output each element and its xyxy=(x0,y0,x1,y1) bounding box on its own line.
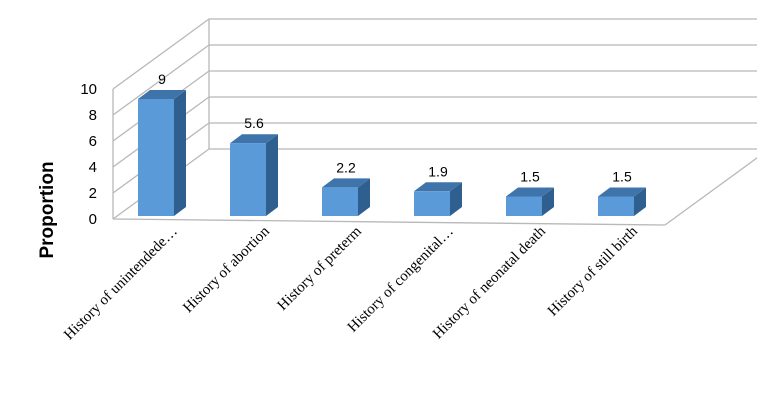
data-label: 1.5 xyxy=(520,169,540,185)
y-tick-label: 8 xyxy=(89,107,97,124)
x-tick-label: History of unintendede… xyxy=(61,224,181,344)
data-label: 9 xyxy=(158,71,166,87)
y-tick-label: 10 xyxy=(80,81,97,98)
bar-front xyxy=(138,99,174,216)
bars xyxy=(138,90,646,216)
bar-top xyxy=(138,90,186,99)
bar-top xyxy=(322,178,370,188)
y-tick-label: 2 xyxy=(89,185,97,202)
x-tick-label: History of preterm xyxy=(275,223,365,313)
floor-front-edge xyxy=(112,218,666,226)
bar-side xyxy=(266,134,278,216)
y-axis-tick-labels: 0 2 4 6 8 10 xyxy=(80,81,97,228)
bar-top xyxy=(598,187,646,197)
bar xyxy=(138,90,186,216)
x-axis-category-labels: History of unintendede… History of aborti… xyxy=(61,223,641,343)
data-label: 2.2 xyxy=(336,159,356,175)
y-axis-title: Proportion xyxy=(37,161,58,258)
y-tick-label: 6 xyxy=(89,133,97,150)
bar xyxy=(414,182,462,216)
bar-front xyxy=(322,187,358,216)
x-tick-label: History of still birth xyxy=(545,223,641,319)
bar-side xyxy=(450,182,462,216)
data-label: 5.6 xyxy=(244,115,264,131)
y-tick-label: 0 xyxy=(89,211,97,228)
x-tick-label: History of congenital… xyxy=(345,224,457,336)
bar-front xyxy=(598,196,634,216)
bar xyxy=(230,134,278,216)
bar-front xyxy=(414,191,450,216)
chart-floor xyxy=(112,157,757,226)
bar-front xyxy=(230,143,266,216)
y-tick-label: 4 xyxy=(89,159,97,176)
data-labels: 9 5.6 2.2 1.9 1.5 1.5 xyxy=(158,71,632,185)
data-label: 1.5 xyxy=(612,169,632,185)
bar-side xyxy=(358,178,370,216)
bar-top xyxy=(230,134,278,144)
bar-side xyxy=(634,187,646,216)
bar-side xyxy=(174,90,186,216)
data-label: 1.9 xyxy=(428,163,448,179)
bar-front xyxy=(506,196,542,216)
floor-right-edge xyxy=(664,157,757,226)
bar xyxy=(598,187,646,216)
bar-side xyxy=(542,187,554,216)
x-tick-label: History of abortion xyxy=(180,223,273,316)
bar-top xyxy=(414,182,462,192)
bar xyxy=(322,178,370,216)
bar xyxy=(506,187,554,216)
bar-top xyxy=(506,187,554,197)
